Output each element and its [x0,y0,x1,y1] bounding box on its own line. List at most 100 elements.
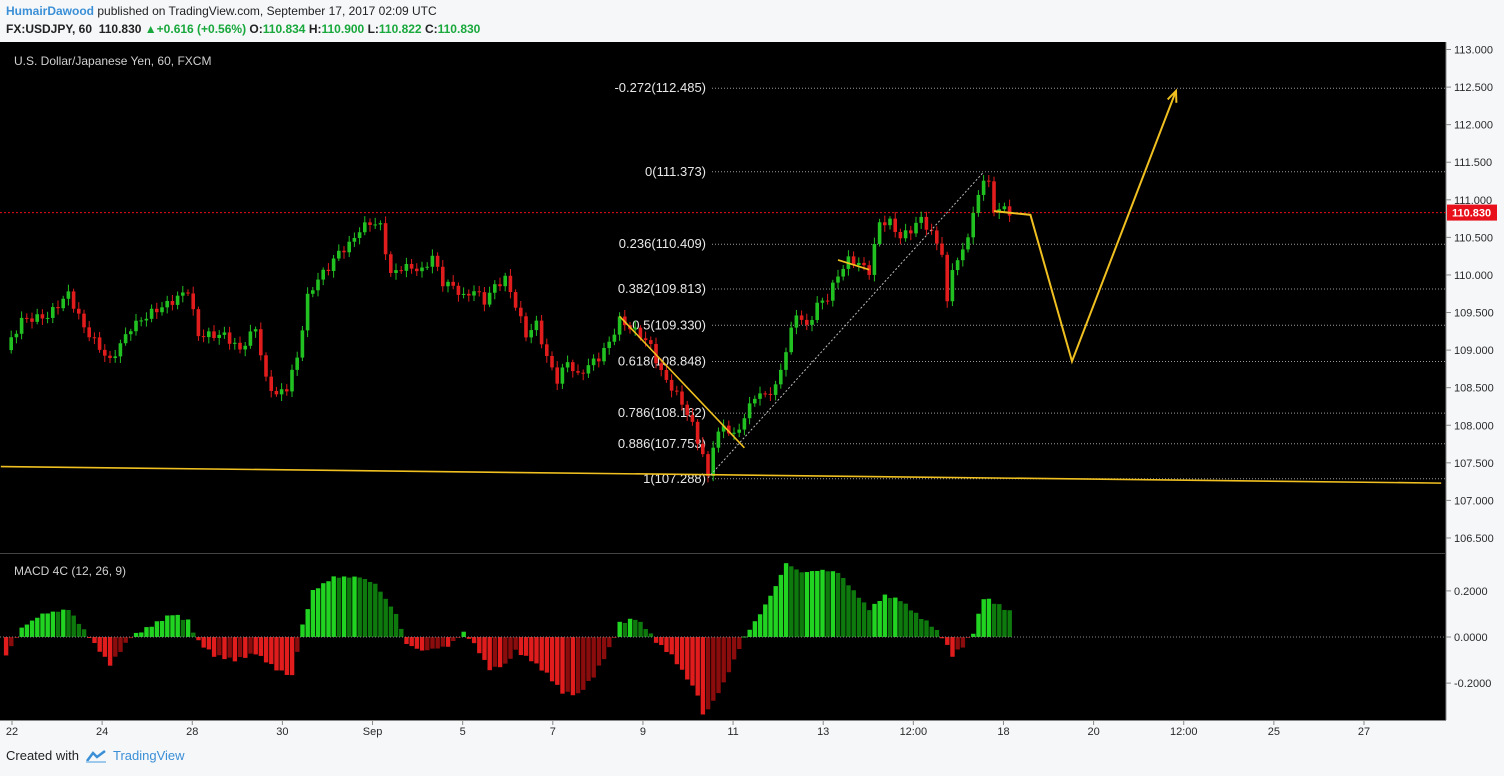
candle-body [789,327,793,353]
candle-body [903,230,908,239]
macd-bar [378,591,383,637]
time-tick-label: Sep [363,726,383,738]
price-tick-label: 107.500 [1454,458,1494,470]
macd-bar [341,576,347,637]
candle-body [383,223,388,255]
candle-body [685,404,689,416]
candle-body [144,318,149,321]
time-tick-label: 25 [1268,726,1280,738]
macd-bar [617,621,622,637]
macd-bar [638,621,643,637]
candle-body [867,265,871,275]
candle-body [914,222,918,234]
last-price-tag [1447,204,1497,221]
time-tick-label: 24 [96,726,108,738]
macd-bar [872,603,877,637]
candle-body [404,263,409,271]
macd-bar [799,572,804,637]
candle-body [461,293,466,295]
macd-bar [191,632,196,637]
candle-body [924,216,929,230]
candle-body [472,291,476,296]
publish-text: published on TradingView.com, September … [97,4,437,18]
tradingview-logo-icon [85,749,106,763]
symbol-info: FX:USDJPY, 60 110.830 ▲+0.616 (+0.56%) O… [6,22,480,36]
macd-bar [991,603,997,637]
candle-body [586,365,591,374]
candle-body [149,308,154,319]
last-price: 110.830 [98,22,142,36]
candle-body [175,295,180,305]
candle-body [357,232,362,238]
candle-body [737,429,741,433]
macd-bar [711,637,716,701]
author-link[interactable]: HumairDawood [6,4,95,18]
macd-bar [773,586,778,637]
macd-bar [466,637,472,639]
macd-bar [830,571,836,637]
candle-body [597,358,601,362]
macd-bar [586,637,591,681]
candle-body [207,331,211,338]
macd-bar [40,613,45,637]
candle-body [935,230,939,244]
macd-bar [196,637,201,641]
macd-bar [185,619,191,637]
macd-bar [165,615,170,637]
candle-body [347,241,351,253]
candle-body [399,270,403,272]
macd-bar [669,637,674,655]
macd-bar [45,613,50,637]
macd-bar [633,619,638,637]
candle-body [716,431,721,448]
macd-bar [24,624,30,637]
macd-bar [986,598,992,637]
candle-body [664,370,669,380]
macd-bar [679,637,685,670]
macd-bar [820,569,825,637]
candle-body [961,249,965,261]
candle-body [467,293,471,296]
candle-body [290,369,294,392]
candle-body [893,218,897,232]
macd-bar [747,629,752,637]
usdjpy-chart[interactable]: -0.272(112.485) 0(111.373) 0.236(110.409) 0… [0,42,1504,742]
price-pane [0,42,1446,553]
price-axis [1446,42,1504,720]
macd-bar [965,637,971,638]
macd-bar [612,637,617,638]
macd-bar [867,610,872,637]
macd-bar [388,606,394,637]
macd-bar [435,637,440,649]
macd-bar [352,576,357,637]
candle-body [669,379,674,391]
candle-body [30,318,34,322]
candle-body [487,292,492,305]
candle-body [378,223,383,225]
macd-bar [414,637,420,649]
price-tick-label: 108.000 [1454,420,1494,432]
macd-bar [326,581,331,637]
open-value: 110.834 [262,22,306,36]
time-tick-label: 27 [1358,726,1370,738]
candle-body [883,222,887,226]
time-tick-label: 5 [460,726,466,738]
macd-bar [622,622,628,637]
macd-bar [81,629,87,637]
macd-bar [14,637,19,638]
candle-body [40,314,45,319]
candle-body [966,237,970,250]
tradingview-link[interactable]: TradingView [112,748,185,763]
macd-bar [61,609,66,637]
candle-body [227,332,232,344]
macd-bar [404,637,409,645]
macd-bar [763,604,768,637]
macd-bar [3,637,9,656]
candle-body [337,250,341,259]
macd-bar [934,629,940,637]
candle-body [711,447,715,476]
candle-body [71,291,76,309]
candle-body [326,269,331,271]
price-tick-label: 112.500 [1454,82,1493,94]
candle-body [368,222,372,225]
